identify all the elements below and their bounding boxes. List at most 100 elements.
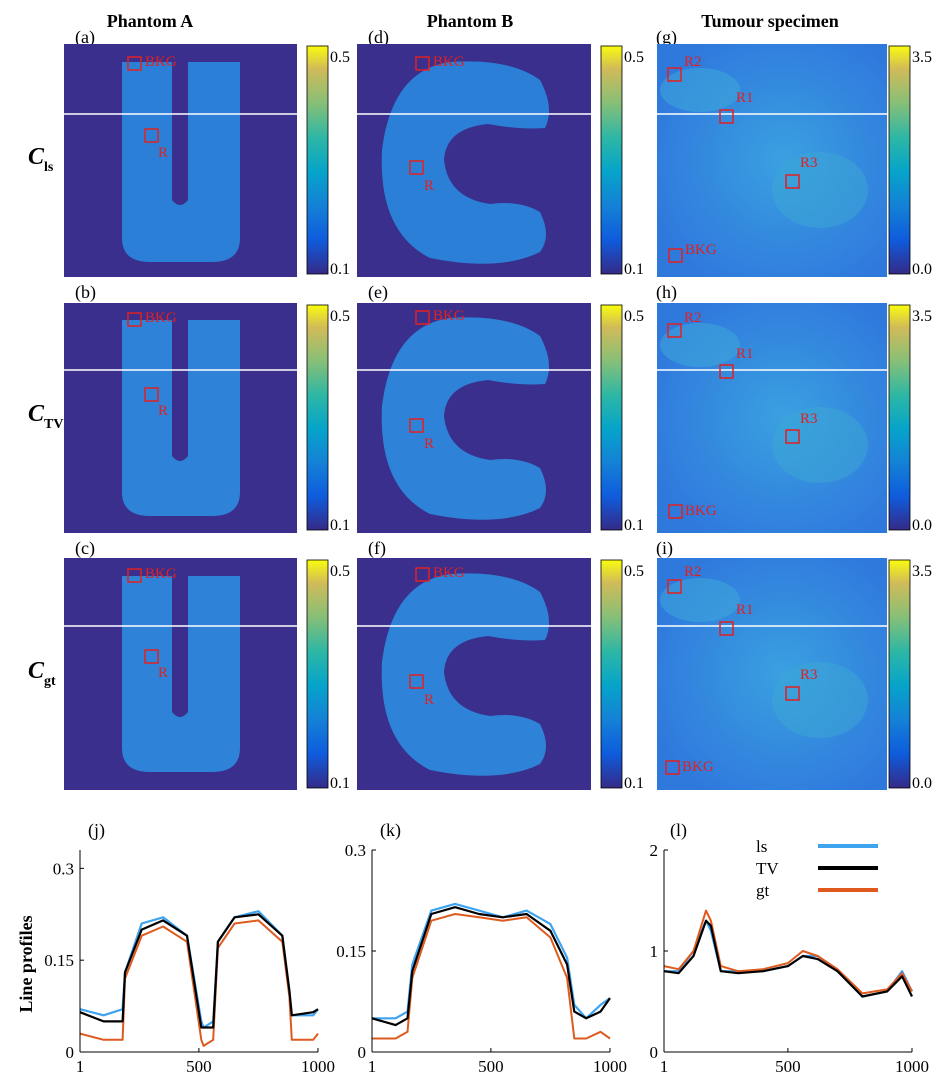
roi-r2-label: R2 [684,310,702,326]
panel-tag-c: (c) [75,538,95,559]
colorbar-min: 0.0 [912,775,932,792]
line-chart-j: 1 500 1000 0 0.15 0.3 [44,850,335,1076]
row-label-gt: C gt [28,658,56,689]
roi-r3-label: R3 [800,155,818,171]
roi-r3-box [785,429,800,444]
series-gt-line [663,909,913,995]
colorbar-max: 0.5 [624,308,644,325]
roi-bkg-box [127,312,142,327]
svg-text:ls: ls [44,160,54,175]
panel-tag-l: (l) [670,820,687,841]
panel-c-image: BKG R [64,558,297,790]
colorbar-max: 3.5 [912,563,932,580]
series-tv-line [371,906,611,1027]
panel-d-image: BKG R [357,44,591,277]
roi-r1-label: R1 [736,346,754,362]
svg-text:C: C [28,144,45,170]
panel-a-image: BKG R [64,44,297,277]
panel-tag-b: (b) [75,282,96,303]
c-phantom-shape [381,61,549,264]
legend-label-tv: TV [756,859,779,878]
roi-r3-label: R3 [800,667,818,683]
u-phantom-shape [122,576,240,772]
x-tick-label: 500 [478,1057,504,1076]
y-tick-label: 0 [358,1043,367,1062]
roi-bkg-label: BKG [685,242,717,258]
colorbar-i: 3.5 0.0 [888,559,932,792]
roi-r-box [409,418,424,433]
roi-r2-label: R2 [684,564,702,580]
x-tick-label: 1000 [301,1057,335,1076]
roi-r3-box [785,174,800,189]
svg-text:gt: gt [44,674,56,689]
panel-h-image: R2 R1 R3 BKG [657,303,887,533]
panel-tag-h: (h) [656,282,677,303]
column-title-tumour: Tumour specimen [701,11,839,31]
panel-tag-k: (k) [380,820,401,841]
roi-r-box [409,160,424,175]
svg-text:TV: TV [44,417,63,432]
roi-r1-box [719,109,734,124]
legend-label-gt: gt [756,881,770,900]
roi-r-label: R [158,665,168,681]
roi-bkg-box [415,310,430,325]
legend-label-ls: ls [756,837,767,856]
colorbar-min: 0.1 [330,261,350,278]
panel-tag-g: (g) [656,27,677,48]
bright-region [660,68,740,112]
roi-bkg-box [127,568,142,583]
colorbar-max: 0.5 [624,49,644,66]
panel-i-image: R2 R1 R3 BKG [657,558,887,790]
colorbar-min: 0.1 [624,517,644,534]
x-tick-label: 500 [775,1057,801,1076]
roi-r3-box [785,686,800,701]
roi-bkg-label: BKG [145,54,177,70]
colorbar-min: 0.0 [912,261,932,278]
x-tick-label: 1 [76,1057,85,1076]
colorbar-b: 0.5 0.1 [306,304,350,534]
roi-bkg-label: BKG [433,308,465,324]
roi-r-label: R [424,692,434,708]
colorbar-max: 0.5 [330,49,350,66]
roi-bkg-label: BKG [145,566,177,582]
svg-text:C: C [28,401,45,427]
panel-tag-f: (f) [368,538,386,559]
series-gt-line [372,913,611,1040]
series-tv-line [663,919,913,998]
roi-bkg-box [415,56,430,71]
roi-r-box [409,674,424,689]
colorbar-d: 0.5 0.1 [600,45,644,278]
colorbar-h: 3.5 0.0 [888,304,932,534]
y-tick-label: 0 [650,1043,659,1062]
c-phantom-shape [381,573,549,776]
u-phantom-shape [122,62,240,262]
colorbar-min: 0.1 [330,775,350,792]
roi-r1-box [719,621,734,636]
colorbar-min: 0.1 [624,775,644,792]
panel-tag-j: (j) [88,820,105,841]
y-tick-label: 0.3 [345,841,366,860]
colorbar-max: 0.5 [624,563,644,580]
panel-e-image: BKG R [357,303,591,533]
panel-tag-d: (d) [368,27,389,48]
bright-region [660,323,740,367]
roi-bkg-box [668,504,683,519]
roi-r-label: R [158,403,168,419]
colorbar-max: 0.5 [330,563,350,580]
bright-region [772,152,868,228]
panel-g-image: R2 R1 R3 BKG [657,44,887,277]
c-phantom-shape [381,317,549,520]
roi-bkg-box [127,56,142,71]
y-tick-label: 2 [650,841,659,860]
x-tick-label: 1 [660,1057,669,1076]
column-title-phantom-b: Phantom B [427,11,514,31]
roi-r-box [144,649,159,664]
svg-text:C: C [28,658,45,684]
colorbar-max: 3.5 [912,308,932,325]
colorbar-g: 3.5 0.0 [888,45,932,278]
roi-r1-box [719,364,734,379]
roi-r2-box [667,67,682,82]
roi-bkg-label: BKG [145,310,177,326]
profile-y-axis-label: Line profiles [16,915,36,1012]
colorbar-a: 0.5 0.1 [306,45,350,278]
